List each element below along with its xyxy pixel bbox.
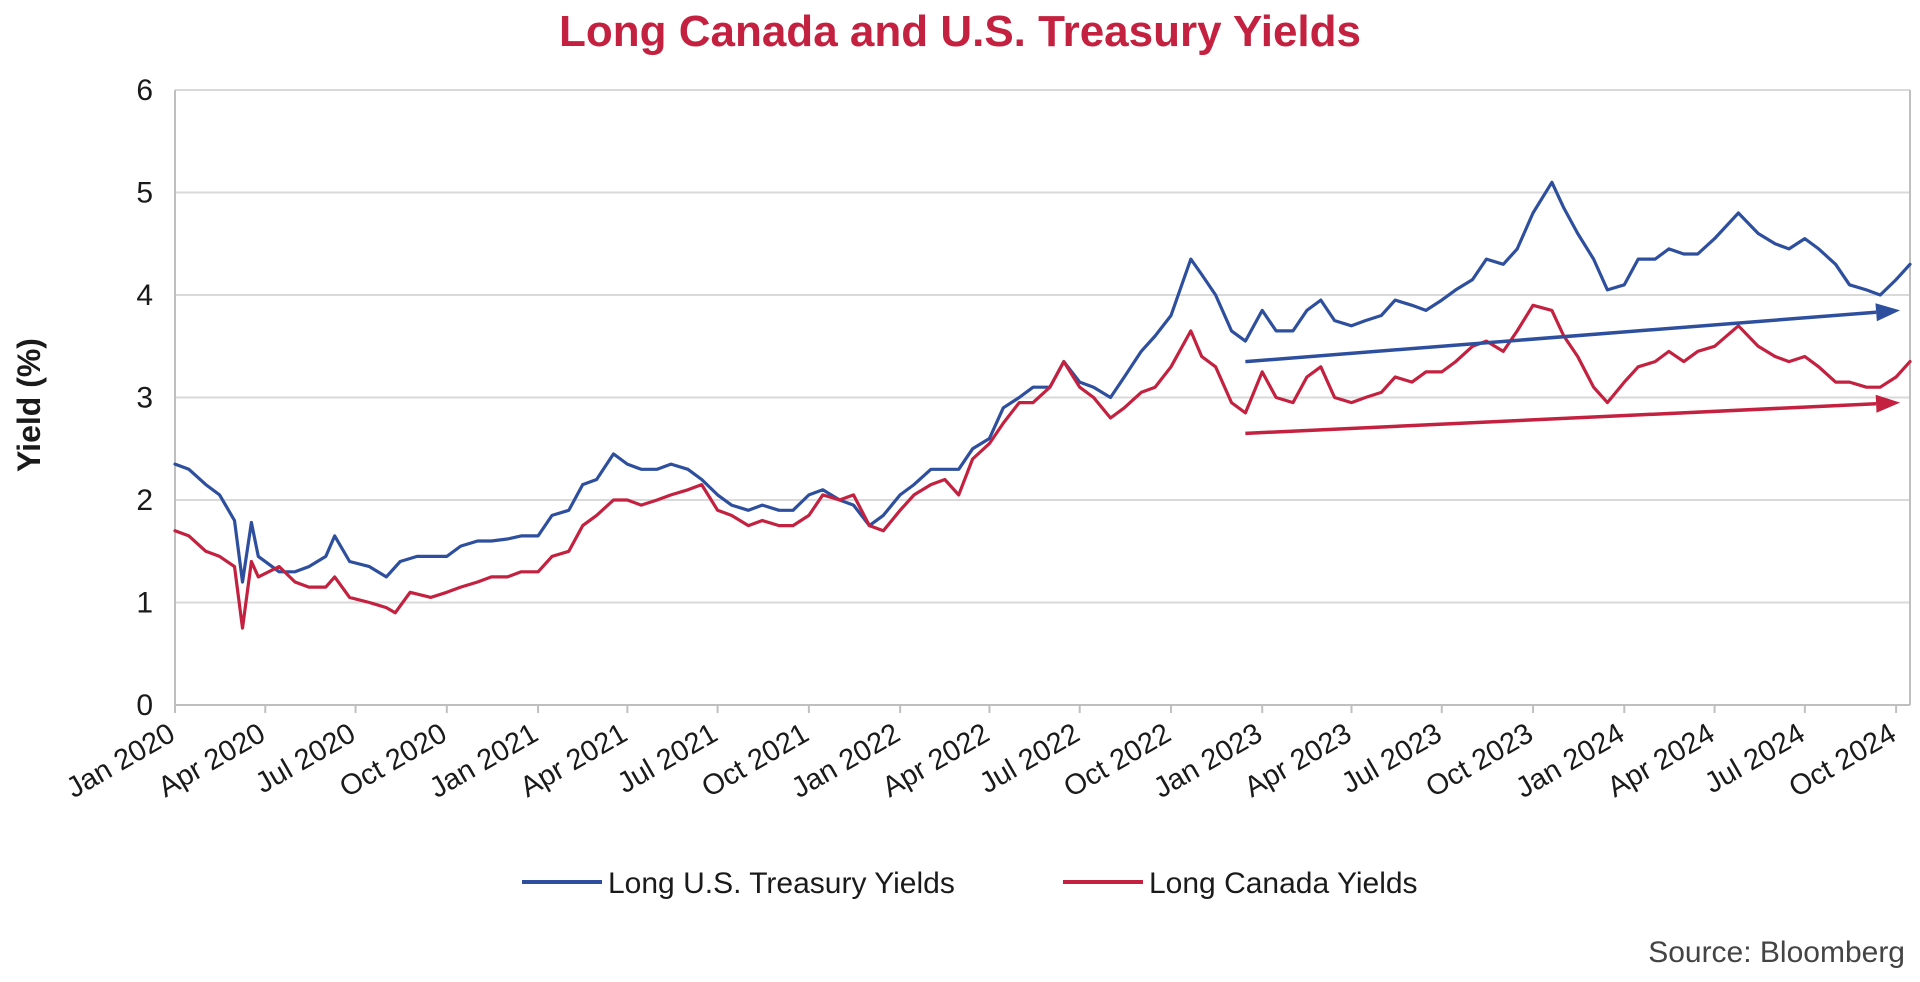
trend-arrow-head-1	[1875, 303, 1901, 322]
legend-label: Long Canada Yields	[1149, 867, 1418, 900]
y-tick-label: 3	[136, 382, 153, 415]
series-lines	[173, 180, 1912, 630]
y-tick-label: 2	[136, 484, 153, 517]
axes	[174, 90, 1911, 706]
chart-title: Long Canada and U.S. Treasury Yields	[559, 7, 1361, 56]
series-line-us-treasury	[173, 180, 1912, 584]
y-tick-label: 1	[136, 587, 153, 620]
y-tick-label: 5	[136, 177, 153, 210]
gridlines	[175, 89, 1910, 604]
y-axis-label: Yield (%)	[11, 338, 47, 472]
y-tick-label: 4	[136, 279, 153, 312]
trend-arrows	[1245, 303, 1901, 436]
y-tick-label: 0	[136, 689, 153, 722]
series-line-canada	[173, 303, 1912, 630]
trend-arrow-line-2	[1245, 402, 1877, 436]
legend-label: Long U.S. Treasury Yields	[608, 867, 955, 900]
trend-arrow-head-2	[1875, 394, 1901, 413]
trend-arrow-line-1	[1245, 310, 1877, 364]
source-label: Source: Bloomberg	[1648, 936, 1905, 969]
legend: Long U.S. Treasury Yields Long Canada Yie…	[522, 867, 1418, 900]
y-axis-ticks: 0 1 2 3 4 5 6	[136, 74, 153, 722]
y-tick-label: 6	[136, 74, 153, 107]
